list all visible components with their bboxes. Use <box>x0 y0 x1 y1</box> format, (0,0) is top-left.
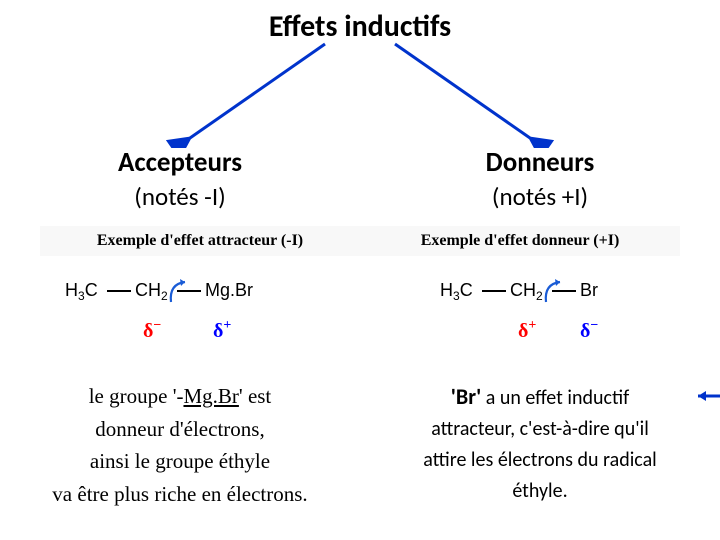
mgbr-underline: Mg.Br <box>183 384 238 408</box>
chem-structure-donor: H3C CH2 Br δ+ δ− <box>440 280 640 350</box>
donors-title: Donneurs <box>360 146 720 179</box>
arrow-to-acceptors <box>190 44 325 138</box>
column-headings-row: Accepteurs (notés -I) Donneurs (notés +I… <box>0 146 720 212</box>
chem-ch2-left: CH2 <box>135 280 168 301</box>
branch-arrows <box>0 38 720 148</box>
acceptors-notation: (notés -I) <box>0 181 360 212</box>
description-right: 'Br' a un effet inductif attracteur, c'e… <box>360 380 720 510</box>
chem-cell-right: H3C CH2 Br δ+ δ− <box>360 280 720 350</box>
br-bold: 'Br' <box>451 383 481 410</box>
arrow-to-donors <box>395 44 530 138</box>
description-left: le groupe '-Mg.Br' est donneur d'électro… <box>0 380 360 510</box>
chem-h3c-left: H3C <box>65 280 98 301</box>
delta-plus-right: δ+ <box>518 320 536 343</box>
chem-structure-attractor: H3C CH2 Mg.Br δ− δ+ <box>65 280 295 350</box>
description-row: le groupe '-Mg.Br' est donneur d'électro… <box>0 380 720 510</box>
donors-column-heading: Donneurs (notés +I) <box>360 146 720 212</box>
delta-minus-left: δ− <box>143 320 161 343</box>
acceptors-title: Accepteurs <box>0 146 360 179</box>
example-label-bar: Exemple d'effet attracteur (-I) Exemple … <box>40 226 680 256</box>
delta-plus-left: δ+ <box>213 320 231 343</box>
chem-ch2-right: CH2 <box>510 280 543 301</box>
chem-h3c-right: H3C <box>440 280 473 301</box>
chem-cell-left: H3C CH2 Mg.Br δ− δ+ <box>0 280 360 350</box>
inductive-arrow-left <box>165 278 209 304</box>
inductive-arrow-right <box>540 278 584 304</box>
side-arrow-icon <box>690 388 720 404</box>
chemistry-row: H3C CH2 Mg.Br δ− δ+ H3C <box>0 280 720 350</box>
chem-mgbr-left: Mg.Br <box>205 280 253 301</box>
example-label-right: Exemple d'effet donneur (+I) <box>360 226 680 256</box>
example-label-left: Exemple d'effet attracteur (-I) <box>40 226 360 256</box>
acceptors-column-heading: Accepteurs (notés -I) <box>0 146 360 212</box>
delta-minus-right: δ− <box>580 320 598 343</box>
donors-notation: (notés +I) <box>360 181 720 212</box>
